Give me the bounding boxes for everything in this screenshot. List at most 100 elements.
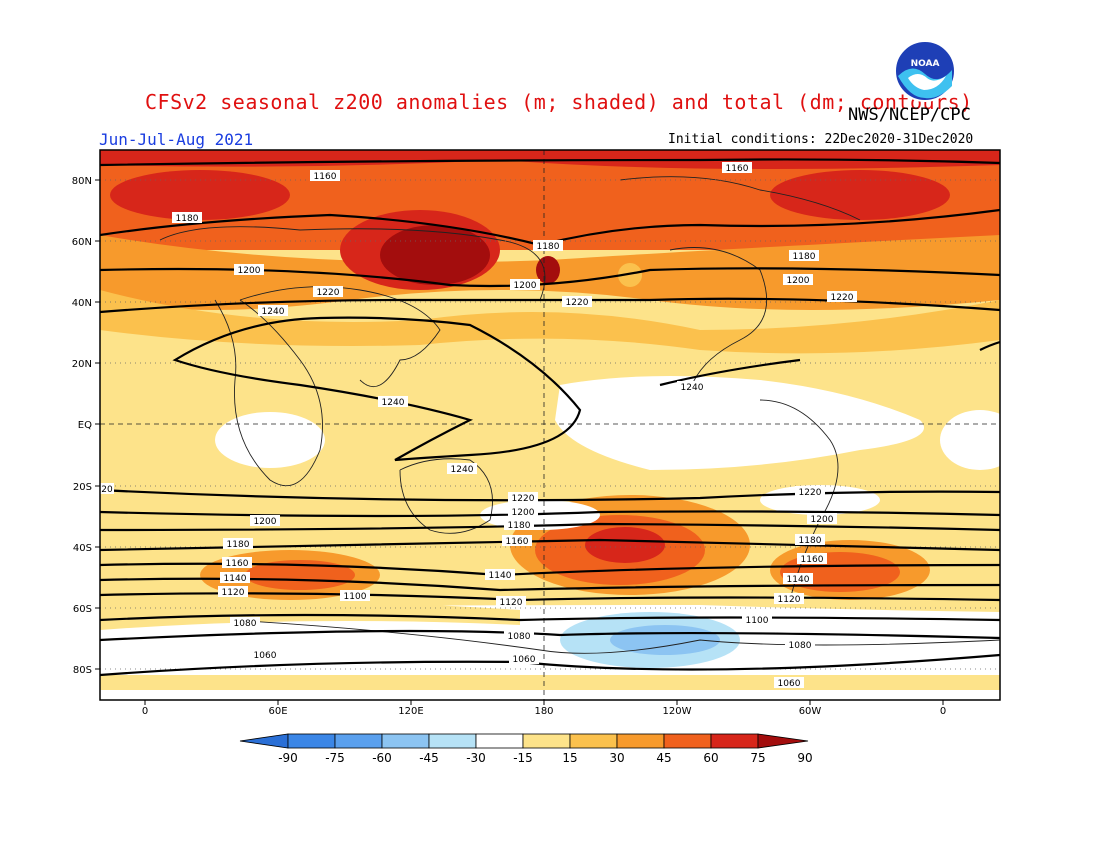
colorbar-swatch (710, 733, 759, 749)
contour-label: 1160 (310, 170, 340, 182)
reference-lines (100, 150, 1000, 700)
svg-text:1060: 1060 (513, 655, 536, 665)
contour-label: 1120 (774, 593, 804, 605)
lat-label: 20S (73, 482, 92, 493)
svg-text:1240: 1240 (382, 398, 405, 408)
contour-label: 1060 (250, 649, 280, 661)
lat-label: 60N (72, 237, 92, 248)
svg-text:1220: 1220 (799, 488, 822, 498)
colorbar-swatch (381, 733, 430, 749)
colorbar-tick-label: 15 (562, 751, 577, 765)
svg-text:1220: 1220 (512, 494, 535, 504)
lat-label: 60S (73, 604, 92, 615)
contour-label: 20 (100, 483, 114, 495)
lon-label: 120W (663, 706, 692, 717)
svg-text:1220: 1220 (566, 298, 589, 308)
contour-label: 1060 (774, 677, 804, 689)
lat-label: 20N (72, 359, 92, 370)
colorbar-tick-label: -45 (419, 751, 439, 765)
svg-text:1240: 1240 (262, 307, 285, 317)
lon-label: 0 (142, 706, 148, 717)
contour-label: 1180 (504, 519, 534, 531)
height-contours (100, 158, 1000, 677)
contour-label: 1160 (722, 162, 752, 174)
svg-text:1140: 1140 (224, 574, 247, 584)
contour-label: 1080 (230, 617, 260, 629)
contour-label: 1220 (562, 296, 592, 308)
svg-text:1120: 1120 (222, 588, 245, 598)
map-title: CFSv2 seasonal z200 anomalies (m; shaded… (145, 90, 973, 114)
lat-label: 40N (72, 298, 92, 309)
colorbar-arrow-right (757, 733, 809, 749)
colorbar-tick-label: -90 (278, 751, 298, 765)
colorbar-tick-label: -15 (513, 751, 533, 765)
svg-text:1180: 1180 (508, 521, 531, 531)
contour-label: 1180 (789, 250, 819, 262)
colorbar-tick-label: -60 (372, 751, 392, 765)
contour-label: 1240 (447, 463, 477, 475)
contour-label: 1100 (742, 614, 772, 626)
svg-text:1160: 1160 (801, 555, 824, 565)
contour-label: 1200 (234, 264, 264, 276)
svg-text:1180: 1180 (537, 242, 560, 252)
contour-label: 1060 (509, 653, 539, 665)
colorbar-tick-label: 60 (703, 751, 718, 765)
colorbar: -90 -75 -60 -45 -30 -15 15 30 45 60 75 90 (239, 733, 813, 765)
latitude-axis: 80N 60N 40N 20N EQ 20S 40S 60S 80S (72, 176, 100, 676)
svg-text:1160: 1160 (726, 164, 749, 174)
contour-label: 1160 (797, 553, 827, 565)
anomaly-shading (100, 150, 1000, 700)
svg-text:1100: 1100 (746, 616, 769, 626)
contour-label: 1140 (783, 573, 813, 585)
organization-label: NWS/NCEP/CPC (848, 105, 971, 125)
season-label: Jun-Jul-Aug 2021 (99, 130, 254, 149)
svg-text:1140: 1140 (787, 575, 810, 585)
svg-text:1120: 1120 (500, 598, 523, 608)
colorbar-swatch (475, 733, 524, 749)
svg-text:1060: 1060 (254, 651, 277, 661)
svg-text:1180: 1180 (227, 540, 250, 550)
contour-label: 1160 (222, 557, 252, 569)
contour-label: 1080 (504, 630, 534, 642)
svg-text:1240: 1240 (451, 465, 474, 475)
svg-text:1200: 1200 (254, 517, 277, 527)
svg-text:NOAA: NOAA (911, 59, 940, 69)
colorbar-tick-label: 30 (609, 751, 624, 765)
lon-label: 180 (534, 706, 553, 717)
svg-text:1220: 1220 (831, 293, 854, 303)
lat-label: 80N (72, 176, 92, 187)
contour-label: 1140 (485, 569, 515, 581)
contour-label: 1160 (502, 535, 532, 547)
colorbar-tick-label: -75 (325, 751, 345, 765)
svg-text:1100: 1100 (344, 592, 367, 602)
svg-text:1160: 1160 (314, 172, 337, 182)
svg-text:1160: 1160 (226, 559, 249, 569)
svg-text:1060: 1060 (778, 679, 801, 689)
contour-label: 1220 (795, 486, 825, 498)
contour-label: 1200 (250, 515, 280, 527)
contour-label: 1180 (172, 212, 202, 224)
svg-text:1220: 1220 (317, 288, 340, 298)
svg-text:1080: 1080 (234, 619, 257, 629)
contour-label: 1200 (807, 513, 837, 525)
coastlines (159, 176, 1000, 654)
lat-label: 40S (73, 543, 92, 554)
lat-label: 80S (73, 665, 92, 676)
svg-text:1080: 1080 (789, 641, 812, 651)
contour-label: 1240 (378, 396, 408, 408)
svg-text:1140: 1140 (489, 571, 512, 581)
colorbar-tick-label: 45 (656, 751, 671, 765)
svg-text:1180: 1180 (793, 252, 816, 262)
contour-label: 1180 (533, 240, 563, 252)
svg-text:1240: 1240 (681, 383, 704, 393)
contour-label: 1100 (340, 590, 370, 602)
colorbar-swatch (334, 733, 383, 749)
svg-text:1200: 1200 (514, 281, 537, 291)
colorbar-arrow-left (239, 733, 289, 749)
colorbar-swatch (428, 733, 477, 749)
contour-label: 1200 (510, 279, 540, 291)
svg-text:1180: 1180 (176, 214, 199, 224)
contour-label: 1240 (677, 381, 707, 393)
noaa-logo: NOAA (894, 40, 956, 102)
